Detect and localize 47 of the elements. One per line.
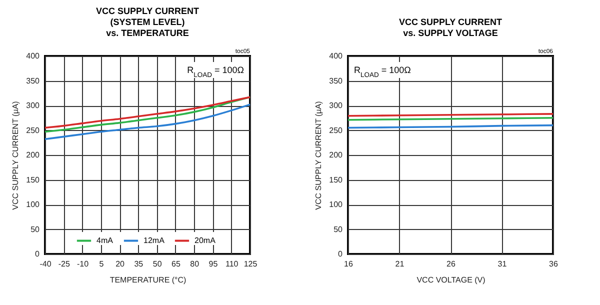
x-tick-label: 125 — [244, 260, 258, 268]
y-tick-label: 150 — [329, 175, 344, 184]
y-tick-label: 50 — [334, 224, 344, 234]
x-tick-label: 16 — [344, 260, 354, 268]
annotation: R$_{LOAD}$ = 100Ω — [187, 65, 244, 78]
x-tick-label: 20 — [116, 260, 126, 268]
legend-label: 20mA — [194, 236, 216, 245]
x-tick-label: 50 — [152, 260, 162, 268]
legend-label: 4mA — [96, 236, 114, 245]
y-tick-label: 350 — [329, 76, 344, 86]
y-tick-label: 250 — [26, 126, 40, 135]
y-tick-label: 50 — [30, 224, 40, 234]
chart-title: VCC SUPPLY CURRENT (SYSTEM LEVEL) vs. TEMPERATURE — [96, 6, 200, 38]
y-tick-label: 400 — [26, 52, 40, 60]
x-axis-title: VCC VOLTAGE (V) — [416, 276, 486, 284]
y-tick-label: 300 — [26, 101, 40, 110]
y-tick-label: 0 — [35, 250, 40, 258]
x-tick-label: 26 — [446, 260, 456, 268]
x-tick-label: 5 — [99, 260, 104, 268]
x-tick-label: -40 — [40, 260, 52, 268]
x-tick-label: 65 — [172, 260, 181, 268]
y-tick-label: 100 — [329, 200, 344, 209]
x-tick-label: 80 — [190, 260, 200, 268]
y-tick-label: 400 — [329, 52, 344, 60]
y-axis-title: VCC SUPPLY CURRENT (µA) — [11, 100, 20, 210]
annotation: R$_{LOAD}$ = 100Ω — [354, 65, 412, 78]
legend-label: 12mA — [144, 236, 166, 245]
y-tick-label: 350 — [26, 76, 40, 86]
y-axis-title: VCC SUPPLY CURRENT (µA) — [314, 100, 324, 210]
x-tick-label: 95 — [208, 260, 218, 268]
x-tick-label: 35 — [134, 260, 144, 268]
y-tick-label: 200 — [26, 150, 40, 160]
x-tick-label: 31 — [498, 260, 508, 268]
y-tick-label: 300 — [329, 101, 344, 110]
y-tick-label: 100 — [26, 200, 40, 209]
line-series — [44, 104, 251, 140]
y-tick-label: 150 — [26, 175, 40, 184]
y-tick-label: 200 — [329, 150, 344, 160]
x-tick-label: -10 — [76, 260, 90, 268]
chart-title: VCC SUPPLY CURRENT vs. SUPPLY VOLTAGE — [398, 17, 503, 38]
x-tick-label: 36 — [549, 260, 558, 268]
x-tick-label: -25 — [58, 260, 70, 268]
y-tick-label: 250 — [329, 126, 344, 135]
x-axis-title: TEMPERATURE (°C) — [110, 276, 187, 284]
x-tick-label: 21 — [395, 260, 405, 268]
y-tick-label: 0 — [338, 250, 344, 258]
x-tick-label: 110 — [225, 260, 239, 268]
